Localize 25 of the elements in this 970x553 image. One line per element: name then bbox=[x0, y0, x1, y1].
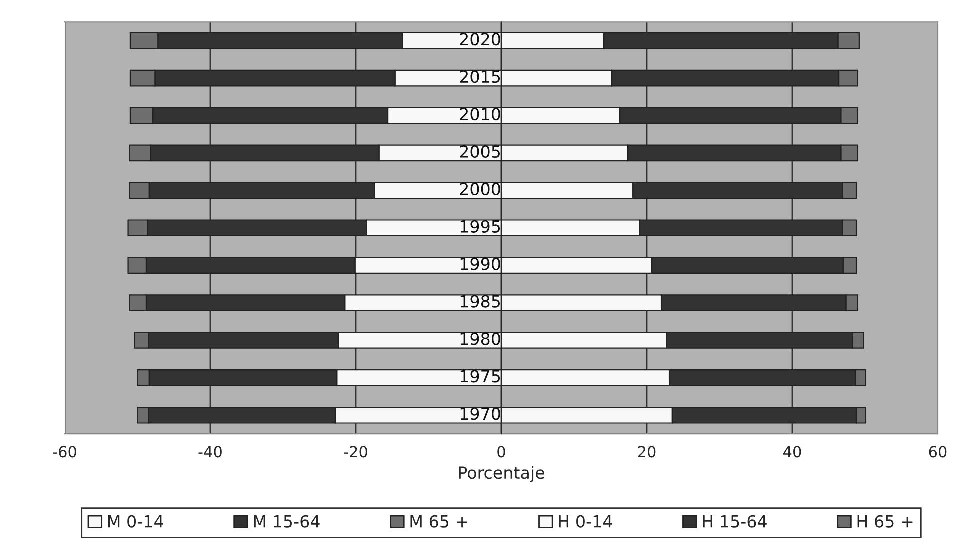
x-tick-label: 60 bbox=[929, 446, 947, 458]
y-tick-label: 1990 bbox=[460, 258, 500, 270]
y-tick-label: 1975 bbox=[460, 370, 500, 383]
x-tick-label: 20 bbox=[638, 446, 656, 458]
legend-label: H 65 + bbox=[858, 515, 913, 528]
y-tick-label: 2020 bbox=[460, 33, 500, 46]
x-axis-title: Porcentaje bbox=[459, 466, 544, 482]
y-tick-label: 1970 bbox=[460, 408, 500, 420]
y-tick-label: 1985 bbox=[460, 295, 500, 308]
legend-label: H 0-14 bbox=[559, 515, 612, 528]
y-tick-label: 1980 bbox=[460, 332, 500, 346]
y-tick-label: 2005 bbox=[460, 145, 500, 158]
x-tick-label: -40 bbox=[198, 446, 222, 458]
y-tick-label: 2010 bbox=[460, 108, 500, 121]
legend-label: H 15-64 bbox=[703, 515, 767, 528]
x-tick-label: 0 bbox=[498, 446, 506, 458]
y-tick-label: 2015 bbox=[460, 70, 500, 84]
y-tick-label: 1995 bbox=[460, 220, 500, 233]
x-tick-label: -60 bbox=[53, 446, 76, 458]
y-tick-label: 2000 bbox=[460, 182, 500, 196]
legend-label: M 0-14 bbox=[108, 515, 164, 528]
x-tick-label: 40 bbox=[784, 446, 802, 458]
x-tick-label: -20 bbox=[344, 446, 368, 458]
legend-label: M 65 + bbox=[410, 515, 468, 528]
legend-label: M 15-64 bbox=[254, 515, 320, 528]
